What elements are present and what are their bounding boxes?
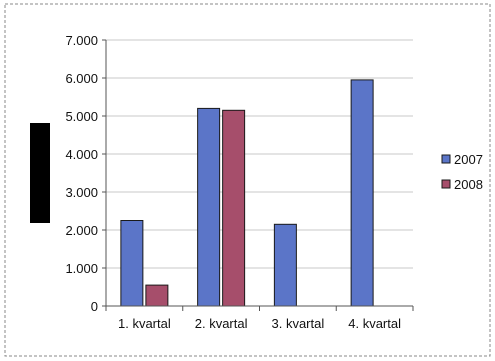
bar-2007-q3 bbox=[273, 223, 297, 307]
bar-2007-q2 bbox=[197, 107, 221, 307]
y-tick-label: 6.000 bbox=[65, 71, 98, 86]
bar-2008-q2 bbox=[222, 109, 246, 307]
y-tick-label: 0 bbox=[91, 299, 98, 314]
ylabel-block bbox=[30, 123, 50, 223]
y-tick-labels: 0 1.000 2.000 3.000 4.000 5.000 6.000 7.000 bbox=[65, 33, 98, 314]
y-tick-label: 5.000 bbox=[65, 109, 98, 124]
bar-2008-q1 bbox=[145, 284, 169, 307]
x-tick-labels: 1. kvartal 2. kvartal 3. kvartal 4. kvartal bbox=[118, 316, 401, 331]
y-tick-label: 7.000 bbox=[65, 33, 98, 48]
axes bbox=[102, 39, 414, 311]
y-tick-label: 3.000 bbox=[65, 185, 98, 200]
bar-2007-q1 bbox=[120, 220, 144, 307]
x-tick-label: 2. kvartal bbox=[195, 316, 248, 331]
chart-border bbox=[4, 3, 491, 357]
legend-swatch-2007 bbox=[441, 154, 451, 164]
y-tick-label: 2.000 bbox=[65, 223, 98, 238]
bar-2007-q4 bbox=[350, 79, 374, 307]
bars bbox=[120, 79, 374, 307]
y-tick-label: 1.000 bbox=[65, 261, 98, 276]
x-tick-label: 1. kvartal bbox=[118, 316, 171, 331]
y-tick-label: 4.000 bbox=[65, 147, 98, 162]
legend-label-2007: 2007 bbox=[454, 152, 483, 167]
x-tick-label: 4. kvartal bbox=[348, 316, 401, 331]
gridlines bbox=[106, 39, 413, 269]
legend-label-2008: 2008 bbox=[454, 177, 483, 192]
legend-swatch-2008 bbox=[441, 179, 451, 189]
legend: 2007 2008 bbox=[441, 152, 483, 192]
x-tick-label: 3. kvartal bbox=[272, 316, 325, 331]
